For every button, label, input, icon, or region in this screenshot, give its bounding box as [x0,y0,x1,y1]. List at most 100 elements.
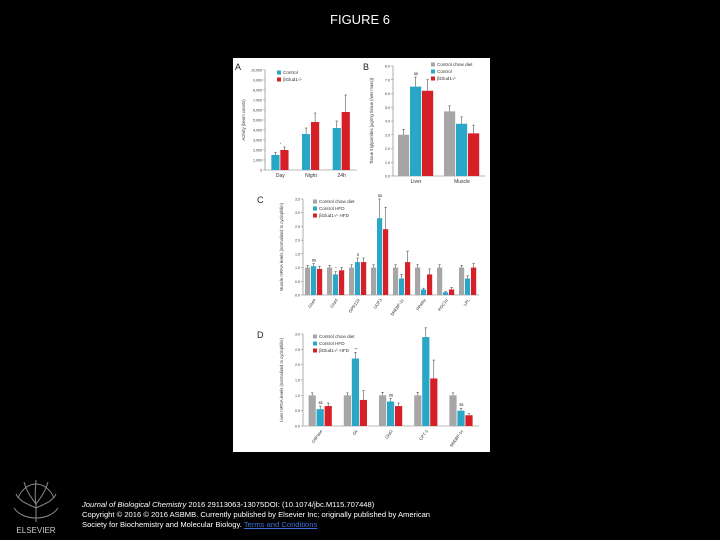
bar [349,267,355,295]
bar [387,401,395,426]
y-tick-label: 6.0 [385,92,390,96]
citation-text: 2016 29113063-13075DOI: (10.1074/jbc.M11… [186,500,375,509]
significance-marker: $$ [319,401,323,405]
significance-marker: ** [354,347,357,351]
chart-panel-b: B 0.0 1.0 2.0 3.0 4.0 5.0 6.0 7.0 8.0 Tissue trigl… [363,62,485,185]
legend-label: Control chow diet [319,199,355,204]
y-tick-label: 2.0 [295,239,300,243]
bar [324,406,332,426]
publisher-logo-text: ELSEVIER [16,526,55,535]
bar [421,289,427,295]
citation-footer: Journal of Biological Chemistry 2016 291… [82,500,702,530]
y-tick-label: 8,000 [253,89,262,93]
bar [317,268,323,295]
x-tick-label: PGC1α [437,297,449,312]
y-tick-label: 2.0 [385,147,390,151]
legend-swatch [277,70,281,75]
legend-label: βGlud1-/- HFD [319,213,350,218]
journal-name: Journal of Biological Chemistry [82,500,187,509]
slide-title: FIGURE 6 [330,12,390,27]
y-tick-label: 2,000 [253,149,262,153]
bar [465,415,473,426]
chart-panel-d: D 0.0 0.5 1.0 1.5 2.0 2.5 3.0 Liver mRNA levels … [257,326,479,448]
x-tick-label: SREBP-1c [389,298,405,317]
legend-swatch [313,199,317,204]
significance-marker: $$ [389,393,393,397]
bar [355,262,361,295]
bar [280,150,289,170]
bar [415,267,421,295]
bar [443,292,449,295]
bar [449,289,455,295]
y-axis-label: Tissue triglycerides (µg/mg tissue (/wet… [369,77,374,164]
y-tick-label: 6,000 [253,109,262,113]
x-tick-label: Day [276,173,285,179]
bar [316,409,324,426]
y-tick-label: 8.0 [385,65,390,69]
terms-link[interactable]: Terms and Conditions [243,520,318,529]
bar [341,112,350,170]
y-tick-label: 0.0 [295,294,300,298]
x-tick-label: SREBP-1c [449,429,465,448]
significance-marker: $$ [312,258,316,262]
y-tick-label: 0.5 [295,280,300,284]
bar [459,267,465,295]
y-tick-label: 2.5 [295,225,300,229]
y-tick-label: 1.0 [385,161,390,165]
y-tick-label: 2.5 [295,348,300,352]
legend-label: βGlud1-/- [437,76,457,81]
significance-marker: * [425,326,427,327]
y-tick-label: 4.0 [385,120,390,124]
y-tick-label: 5.0 [385,106,390,110]
bar [471,267,477,295]
y-tick-label: 10,000 [251,69,262,73]
y-tick-label: 3.0 [295,211,300,215]
y-tick-label: 7.0 [385,78,390,82]
y-tick-label: 4,000 [253,129,262,133]
bar [449,395,457,426]
legend-swatch [313,334,317,339]
x-tick-label: Glut4 [307,297,317,309]
bar [430,378,438,426]
legend-label: Control chow diet [437,62,473,67]
bar [377,218,383,295]
bar [271,155,280,170]
chart-panel-c: C 0.0 0.5 1.0 1.5 2.0 2.5 3.0 3.5 Muscle mRNA lev… [257,194,479,317]
bar [456,123,468,176]
legend-swatch [313,206,317,211]
bar [339,270,345,295]
bar [327,267,333,295]
bar [361,262,367,295]
x-tick-label: CPT-1 [418,428,429,441]
y-tick-label: 1.5 [295,252,300,256]
y-tick-label: 0 [260,169,262,173]
x-tick-label: Night [305,173,317,179]
legend-label: Control chow diet [319,334,355,339]
bar [343,395,351,426]
x-tick-label: Liver [411,179,422,185]
bar [311,266,317,295]
significance-marker: $$ [414,72,418,76]
bar [444,111,456,176]
bar [379,395,387,426]
legend-swatch [431,76,435,81]
bar [405,262,411,295]
bar [398,134,410,176]
x-tick-label: PPARγ [415,297,427,311]
y-axis-label: Liver mRNA levels (normalized to cycloph… [279,338,284,422]
bar [410,86,422,176]
panel-letter: D [257,330,264,340]
legend-swatch [313,348,317,353]
y-tick-label: 7,000 [253,99,262,103]
y-tick-label: 3.5 [295,198,300,202]
bar [333,274,339,295]
bar [437,267,443,295]
y-tick-label: 1.0 [295,266,300,270]
x-tick-label: GPR120 [348,297,362,314]
bar [427,274,433,295]
x-tick-label: G6Pase [311,428,324,444]
y-tick-label: 9,000 [253,79,262,83]
bar [399,278,405,295]
bar [351,358,359,426]
bar [311,122,320,170]
